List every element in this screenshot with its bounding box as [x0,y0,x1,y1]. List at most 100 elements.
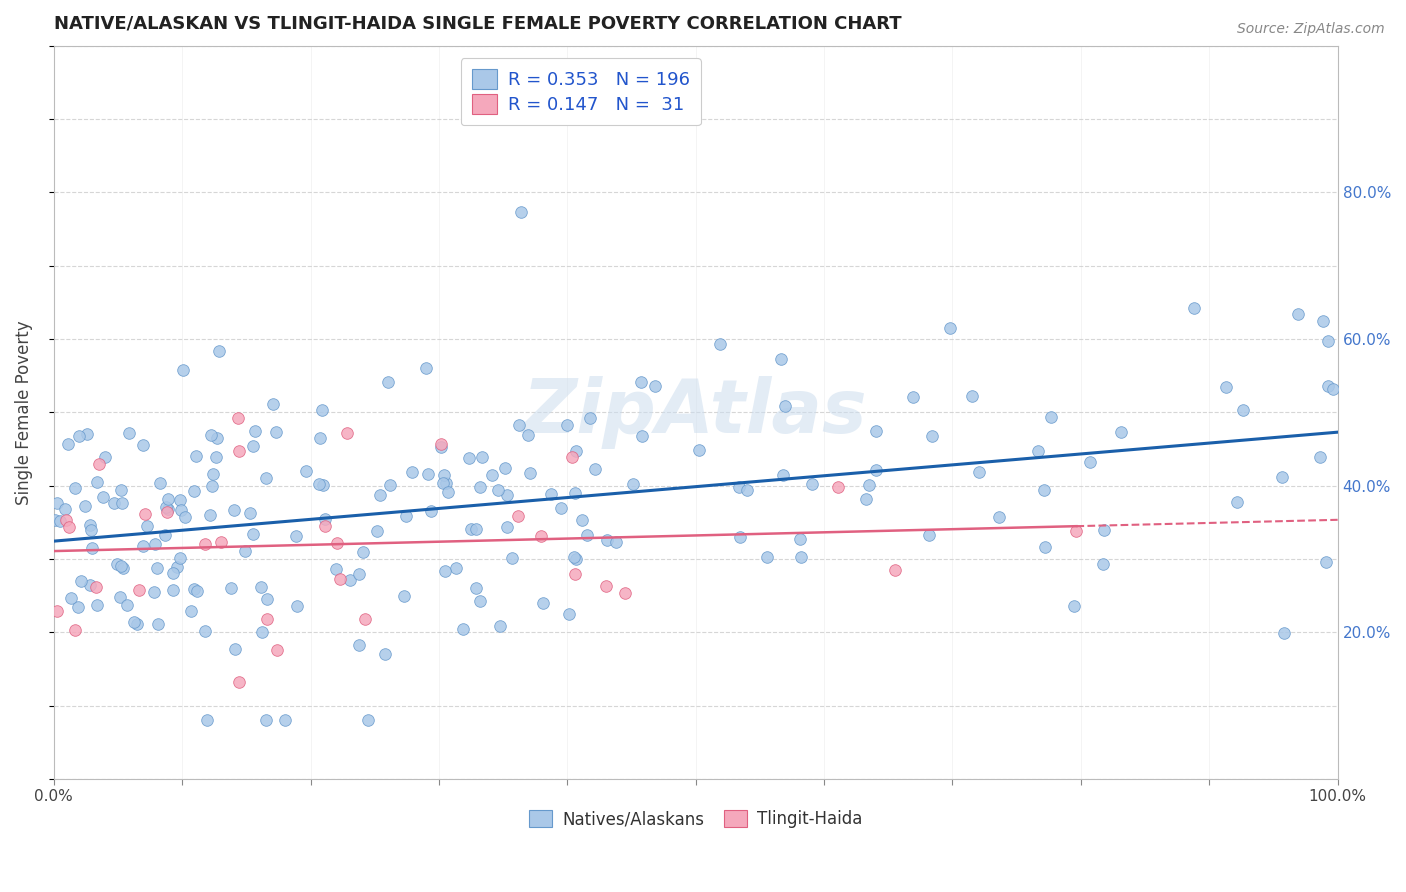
Point [65,623,87,637]
Point [735,483,758,498]
Point [481,468,503,483]
Point [347,638,370,652]
Point [530,529,553,543]
Point [75,500,97,514]
Point [60,591,83,606]
Point [416,467,439,482]
Point [1309,450,1331,464]
Point [773,400,796,414]
Point [357,713,380,727]
Point [183,484,205,499]
Point [117,599,139,613]
Point [314,519,336,533]
Point [256,592,278,607]
Point [105,558,128,572]
Point [172,363,194,377]
Point [46,496,69,510]
Point [67,428,90,442]
Point [550,501,572,516]
Point [561,450,583,464]
Point [308,477,330,491]
Point [1232,403,1254,417]
Point [433,564,456,578]
Point [347,566,370,581]
Point [136,519,159,533]
Point [55,513,77,527]
Point [86,475,108,489]
Point [200,428,222,442]
Point [56,437,79,451]
Point [865,424,887,438]
Point [118,426,141,441]
Point [84,580,107,594]
Point [82,541,104,555]
Point [250,624,273,639]
Point [430,440,453,454]
Point [166,560,188,574]
Point [256,612,278,626]
Point [79,518,101,533]
Point [790,550,813,565]
Point [294,464,316,478]
Point [377,376,399,390]
Point [1066,524,1088,538]
Point [194,537,217,551]
Point [183,582,205,596]
Point [939,321,962,335]
Point [180,604,202,618]
Text: ZipAtlas: ZipAtlas [523,376,868,449]
Point [285,529,308,543]
Point [595,533,617,547]
Point [578,410,600,425]
Point [571,513,593,527]
Point [1026,444,1049,458]
Text: Source: ZipAtlas.com: Source: ZipAtlas.com [1237,22,1385,37]
Y-axis label: Single Female Poverty: Single Female Poverty [15,320,32,505]
Point [506,508,529,523]
Point [110,483,132,497]
Point [108,590,131,604]
Point [486,483,509,497]
Point [1092,557,1115,571]
Point [124,615,146,629]
Point [169,550,191,565]
Point [789,532,811,546]
Point [111,496,134,510]
Point [631,429,654,443]
Point [709,337,731,351]
Point [688,442,710,457]
Point [242,439,264,453]
Point [769,352,792,367]
Point [728,480,751,494]
Point [309,431,332,445]
Point [433,467,456,482]
Point [228,443,250,458]
Point [1271,470,1294,484]
Point [70,574,93,588]
Point [249,580,271,594]
Point [1272,625,1295,640]
Point [917,528,939,542]
Point [254,471,277,485]
Point [415,361,437,376]
Point [197,713,219,727]
Point [205,450,228,465]
Point [184,449,207,463]
Point [86,598,108,612]
Point [200,508,222,522]
Point [508,417,530,432]
Point [79,578,101,592]
Point [496,520,519,534]
Point [63,481,86,495]
Point [149,475,172,490]
Point [170,503,193,517]
Point [1317,334,1340,348]
Text: NATIVE/ALASKAN VS TLINGIT-HAIDA SINGLE FEMALE POVERTY CORRELATION CHART: NATIVE/ALASKAN VS TLINGIT-HAIDA SINGLE F… [53,15,901,33]
Point [132,437,155,451]
Point [336,425,359,440]
Point [132,539,155,553]
Point [1182,301,1205,315]
Point [531,595,554,609]
Point [564,486,586,500]
Point [921,429,943,443]
